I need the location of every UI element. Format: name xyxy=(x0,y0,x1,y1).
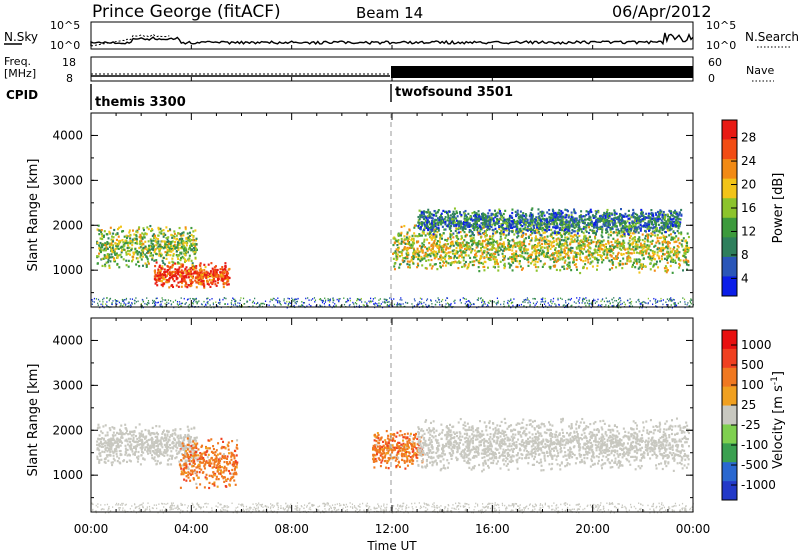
y-tick-label: 1000 xyxy=(52,263,83,277)
y-tick-label: 3000 xyxy=(52,378,83,392)
x-tick-label: 20:00 xyxy=(575,522,610,536)
nsearch-label: N.Search xyxy=(745,30,799,44)
velocity-y-ticks: 4000 3000 2000 1000 xyxy=(52,333,693,499)
colorbar-tick-label: 28 xyxy=(741,131,756,145)
freq-unit-label: [MHz] xyxy=(4,67,36,80)
colorbar-tick-label: 500 xyxy=(741,358,764,372)
colorbar-tick-label: 25 xyxy=(741,398,756,412)
cpid-mode-twofsound: twofsound 3501 xyxy=(395,85,513,100)
x-tick-label: 04:00 xyxy=(174,522,209,536)
y-tick-label: 4000 xyxy=(52,333,83,347)
nsearch-tick-bottom: 10^0 xyxy=(706,39,736,52)
nave-tick-top: 60 xyxy=(708,56,722,69)
nave-tick-bottom: 0 xyxy=(708,72,715,85)
colorbar-tick-label: -25 xyxy=(741,418,761,432)
freq-tick-bottom: 8 xyxy=(66,72,73,85)
x-tick-label: 16:00 xyxy=(475,522,510,536)
nsky-series xyxy=(90,32,694,46)
nsky-tick-top: 10^5 xyxy=(50,19,80,32)
freq-label: Freq. xyxy=(4,55,31,68)
nsky-tick-bottom: 10^0 xyxy=(50,39,80,52)
power-colorbar: 28 24 20 16 12 8 4 xyxy=(721,119,756,297)
x-tick-label: 00:00 xyxy=(74,522,109,536)
velocity-y-axis-label: Slant Range [km] xyxy=(26,364,41,477)
cpid-panel: CPID themis 3300 twofsound 3501 xyxy=(6,84,513,110)
colorbar-tick-label: 4 xyxy=(741,271,749,285)
x-tick-label: 00:00 xyxy=(676,522,711,536)
cpid-mode-themis: themis 3300 xyxy=(95,95,186,110)
velocity-colorbar-label: Velocity [m s-1] xyxy=(770,371,786,469)
date-title: 06/Apr/2012 xyxy=(612,2,712,21)
nave-series-block xyxy=(391,66,693,78)
power-y-ticks: 4000 3000 2000 1000 xyxy=(52,128,693,294)
colorbar-tick-label: -1000 xyxy=(741,478,776,492)
power-scatter xyxy=(91,207,694,309)
freq-panel: Freq. [MHz] 18 8 60 0 Nave xyxy=(4,55,774,85)
station-title: Prince George (fitACF) xyxy=(92,2,281,22)
colorbar-tick-label: 24 xyxy=(741,154,756,168)
colorbar-tick-label: 16 xyxy=(741,201,756,215)
colorbar-tick-label: 100 xyxy=(741,378,764,392)
x-tick-label: 12:00 xyxy=(375,522,410,536)
freq-tick-top: 18 xyxy=(62,56,76,69)
y-tick-label: 4000 xyxy=(52,128,83,142)
power-panel: 4000 3000 2000 1000 Slant Range [km] 28 24 20… xyxy=(26,112,786,309)
colorbar-tick-label: -100 xyxy=(741,438,768,452)
colorbar-tick-label: 1000 xyxy=(741,338,772,352)
x-ticks: 00:00 04:00 08:00 12:00 16:00 20:00 00:00 xyxy=(74,45,711,536)
y-tick-label: 2000 xyxy=(52,218,83,232)
x-axis-label: Time UT xyxy=(366,539,417,553)
nsky-panel: N.Sky 10^5 10^0 10^5 10^0 N.Search xyxy=(4,19,799,52)
colorbar-tick-label: 8 xyxy=(741,248,749,262)
y-tick-label: 2000 xyxy=(52,423,83,437)
velocity-scatter xyxy=(91,417,694,514)
beam-title: Beam 14 xyxy=(356,4,423,22)
nave-label: Nave xyxy=(746,64,774,77)
power-colorbar-label: Power [dB] xyxy=(771,173,786,244)
x-tick-label: 08:00 xyxy=(274,522,309,536)
y-tick-label: 3000 xyxy=(52,173,83,187)
power-y-axis-label: Slant Range [km] xyxy=(26,159,41,272)
y-tick-label: 1000 xyxy=(52,468,83,482)
colorbar-tick-label: 12 xyxy=(741,224,756,238)
colorbar-tick-label: -500 xyxy=(741,458,768,472)
velocity-colorbar: 1000 500 100 25 -25 -100 -500 -1000 xyxy=(721,329,776,501)
nsearch-series xyxy=(90,33,170,47)
cpid-label: CPID xyxy=(6,88,38,102)
nsearch-tick-top: 10^5 xyxy=(706,19,736,32)
nsky-label: N.Sky xyxy=(4,30,38,44)
colorbar-tick-label: 20 xyxy=(741,178,756,192)
